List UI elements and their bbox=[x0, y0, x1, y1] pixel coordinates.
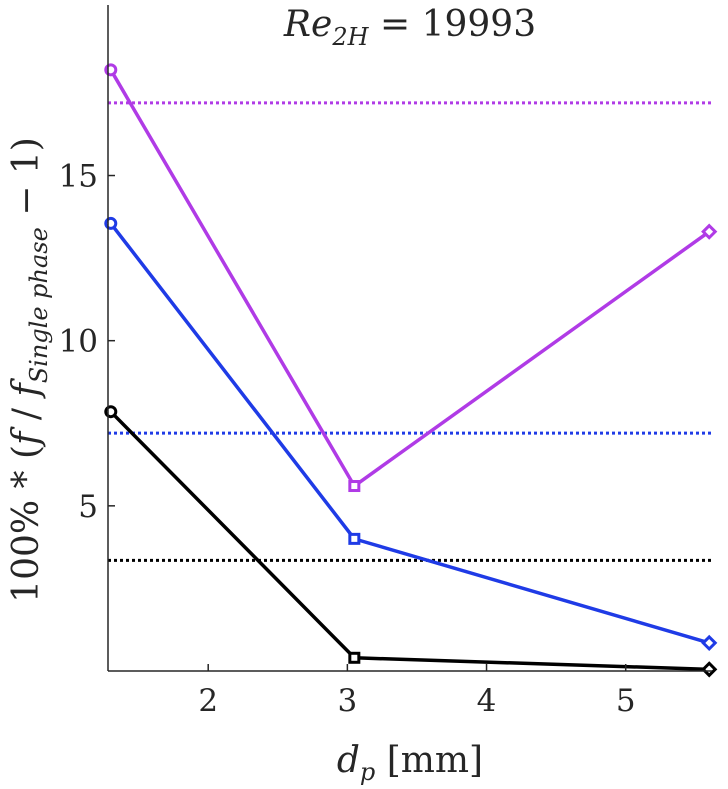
series-lines bbox=[109, 68, 711, 672]
marker-black-diamond bbox=[701, 661, 718, 678]
x-tick-label: 4 bbox=[477, 683, 497, 719]
marker-blue-square bbox=[348, 532, 361, 545]
marker-black-square bbox=[348, 651, 361, 664]
x-axis-title: dp [mm] bbox=[337, 740, 483, 786]
chart-title: Re2H = 19993 bbox=[283, 4, 536, 51]
marker-magenta-square bbox=[348, 480, 361, 493]
y-tick-label: 10 bbox=[59, 324, 98, 360]
reference-lines bbox=[108, 101, 712, 562]
series-markers bbox=[104, 63, 718, 678]
y-ticks: 5 10 15 bbox=[59, 159, 115, 525]
x-tick-label: 3 bbox=[338, 683, 358, 719]
x-tick-label: 5 bbox=[616, 683, 636, 719]
x-ticks: 2 3 4 5 bbox=[198, 664, 636, 719]
y-tick-label: 15 bbox=[59, 159, 98, 195]
x-tick-label: 2 bbox=[198, 683, 218, 719]
y-tick-label: 5 bbox=[78, 489, 98, 525]
marker-blue-diamond bbox=[701, 634, 718, 652]
series-line-magenta bbox=[109, 68, 711, 488]
series-line-black bbox=[109, 410, 710, 672]
y-axis-title: 100% * (f / fSingle phase − 1) bbox=[6, 137, 53, 603]
marker-magenta-diamond bbox=[701, 223, 718, 240]
